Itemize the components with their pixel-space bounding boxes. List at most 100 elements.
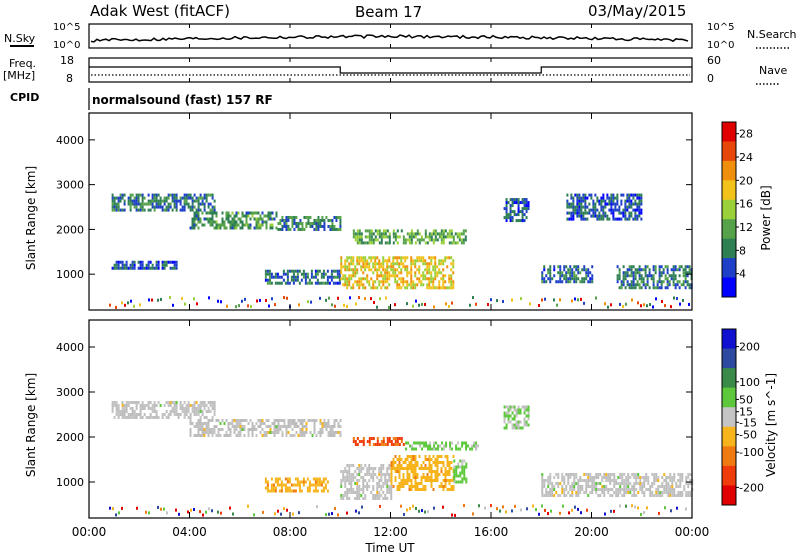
echo-cell xyxy=(269,211,272,215)
echo-cell xyxy=(127,401,130,404)
echo-cell xyxy=(677,491,680,494)
echo-cell xyxy=(261,223,264,227)
echo-cell xyxy=(370,232,373,236)
echo-cell xyxy=(419,441,422,445)
echo-cell xyxy=(337,422,340,425)
echo-cell xyxy=(119,196,122,200)
echo-cell xyxy=(223,220,226,224)
echo-cell xyxy=(519,210,522,214)
echo-cell xyxy=(402,482,405,485)
echo-cell xyxy=(513,210,516,214)
echo-cell xyxy=(575,277,578,281)
echo-cell xyxy=(626,199,629,203)
echo-cell xyxy=(187,193,190,197)
echo-cell xyxy=(410,488,413,491)
echo-cell xyxy=(575,476,578,479)
echo-cell xyxy=(348,491,351,494)
echo-cell xyxy=(614,202,617,206)
echo-cell xyxy=(607,479,610,482)
echo-cell xyxy=(360,440,363,443)
echo-cell xyxy=(406,256,409,260)
echo-cell xyxy=(223,226,226,230)
echo-cell xyxy=(235,223,238,227)
echo-cell xyxy=(117,410,120,413)
echo-cell xyxy=(410,268,413,272)
echo-cell xyxy=(316,278,319,282)
echo-cell xyxy=(440,286,443,290)
echo-cell xyxy=(137,202,140,206)
echo-cell xyxy=(354,232,357,236)
echo-cell xyxy=(358,262,361,266)
echo-cell xyxy=(394,476,397,479)
echo-cell xyxy=(613,485,616,488)
echo-cell xyxy=(660,265,663,269)
echo-cell xyxy=(266,281,269,285)
echo-cell xyxy=(553,268,556,272)
echo-cell xyxy=(585,479,588,482)
echo-cell xyxy=(231,422,234,425)
echo-cell xyxy=(400,464,403,467)
near-range-cell xyxy=(610,303,612,307)
echo-cell xyxy=(505,426,508,430)
echo-cell xyxy=(442,488,445,491)
echo-cell xyxy=(175,404,178,407)
echo-cell xyxy=(436,455,439,458)
echo-cell xyxy=(625,479,628,482)
echo-cell xyxy=(322,477,325,481)
echo-cell xyxy=(461,462,464,466)
echo-cell xyxy=(689,482,692,485)
echo-cell xyxy=(344,482,347,485)
echo-cell xyxy=(410,277,413,281)
echo-cell xyxy=(384,235,387,239)
echo-cell xyxy=(159,196,162,200)
echo-cell xyxy=(332,275,335,279)
echo-cell xyxy=(587,473,590,476)
echo-cell xyxy=(553,488,556,491)
echo-cell xyxy=(315,221,318,225)
echo-cell xyxy=(229,422,232,425)
echo-cell xyxy=(185,193,188,197)
echo-cell xyxy=(325,215,328,219)
echo-cell xyxy=(161,413,164,416)
echo-cell xyxy=(189,419,192,422)
echo-cell xyxy=(302,483,305,487)
echo-cell xyxy=(405,441,408,445)
echo-cell xyxy=(626,208,629,212)
echo-cell xyxy=(159,205,162,209)
echo-cell xyxy=(390,470,393,473)
echo-cell xyxy=(183,401,186,404)
echo-cell xyxy=(356,268,359,272)
near-range-cell xyxy=(556,303,558,307)
echo-cell xyxy=(374,443,377,446)
echo-cell xyxy=(628,265,631,269)
echo-cell xyxy=(398,286,401,290)
echo-cell xyxy=(302,269,305,273)
echo-cell xyxy=(374,286,377,290)
echo-cell xyxy=(203,434,206,437)
echo-cell xyxy=(517,426,520,430)
echo-cell xyxy=(368,470,371,473)
echo-cell xyxy=(165,263,168,267)
echo-cell xyxy=(441,447,444,451)
echo-cell xyxy=(621,479,624,482)
echo-cell xyxy=(591,280,594,284)
echo-cell xyxy=(370,238,373,242)
echo-cell xyxy=(665,485,668,488)
echo-cell xyxy=(640,280,643,284)
echo-cell xyxy=(665,476,668,479)
near-range-cell xyxy=(193,507,195,511)
echo-cell xyxy=(261,220,264,224)
echo-cell xyxy=(681,476,684,479)
echo-cell xyxy=(600,214,603,218)
echo-cell xyxy=(161,199,164,203)
colorbar-tick-label: 20 xyxy=(739,174,753,187)
near-range-cell xyxy=(160,297,162,301)
echo-cell xyxy=(420,476,423,479)
echo-cell xyxy=(209,428,212,431)
echo-cell xyxy=(294,278,297,282)
echo-cell xyxy=(235,220,238,224)
echo-cell xyxy=(569,265,572,269)
echo-cell xyxy=(448,488,451,491)
echo-cell xyxy=(612,193,615,197)
colorbar-swatch xyxy=(722,426,736,447)
